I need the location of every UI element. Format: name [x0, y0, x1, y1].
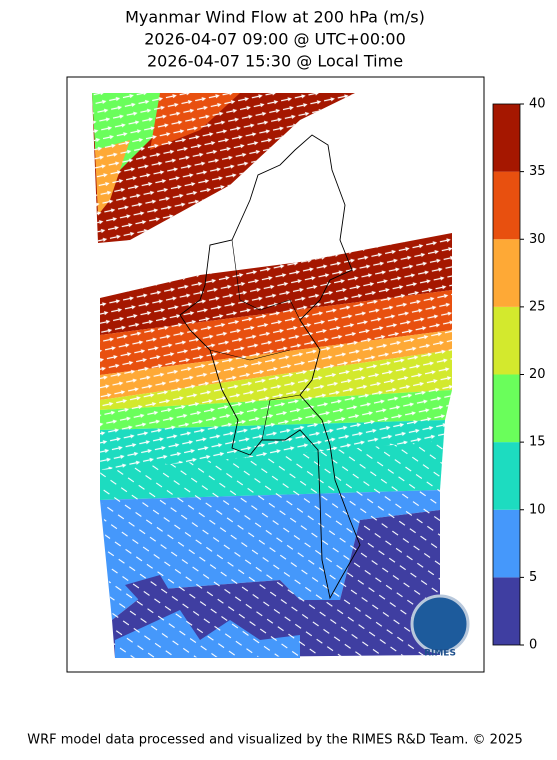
colorbar-segment	[493, 104, 520, 172]
country-outline	[179, 134, 361, 600]
footer: WRF model data processed and visualized …	[27, 733, 523, 748]
wind-arrows	[100, 233, 452, 470]
title-line: 2026-04-07 15:30 @ Local Time	[147, 52, 403, 71]
colorbar-segment	[493, 374, 520, 443]
colorbar: 0 5 10 15 20 25 30 35 40	[492, 97, 546, 653]
colorbar-tick-label: 10	[529, 502, 546, 517]
logo	[410, 594, 470, 654]
colorbar-tick-label: 5	[529, 570, 537, 585]
title-line: 2026-04-07 09:00 @ UTC+00:00	[144, 30, 406, 49]
colorbar-segment	[493, 306, 520, 375]
colorbar-tick-label: 0	[529, 638, 537, 653]
colorbar-segment	[493, 239, 520, 307]
colorbar-segment	[493, 509, 520, 578]
colorbar-segment	[493, 171, 520, 240]
wind-arrows	[100, 440, 452, 658]
colorbar-tick-label: 30	[529, 232, 546, 247]
title-line: Myanmar Wind Flow at 200 hPa (m/s)	[125, 8, 425, 27]
colorbar-tick-label: 35	[529, 164, 546, 179]
wind-arrows	[92, 93, 355, 243]
map-frame	[66, 76, 485, 673]
colorbar-tick-label: 20	[529, 367, 546, 382]
region-borders	[209, 239, 301, 441]
logo-text: RIMES	[424, 649, 456, 659]
colorbar-tick-label: 40	[529, 97, 546, 112]
colorbar-segment	[493, 442, 520, 510]
colorbar-tick-label: 15	[529, 435, 546, 450]
colorbar-tick-label: 25	[529, 299, 546, 314]
colorbar-segment	[493, 577, 520, 645]
